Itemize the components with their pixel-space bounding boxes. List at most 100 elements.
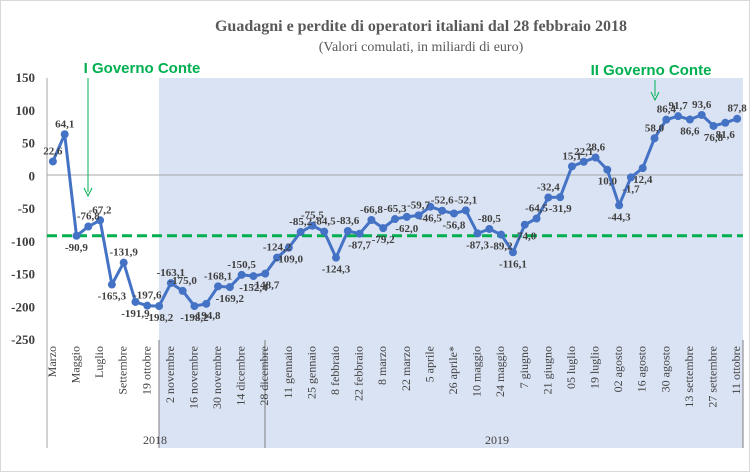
data-label: -87,3 bbox=[466, 239, 489, 251]
data-point bbox=[473, 229, 482, 238]
data-label: -62,0 bbox=[395, 223, 418, 235]
data-label: -169,2 bbox=[216, 293, 245, 305]
data-point bbox=[367, 216, 376, 225]
annotation-arrowhead-first bbox=[83, 187, 93, 198]
data-label: 76,8 bbox=[704, 132, 724, 144]
y-tick-label: -250 bbox=[11, 332, 35, 347]
data-label: -52,6 bbox=[431, 195, 454, 207]
data-label: -65,3 bbox=[384, 203, 407, 215]
x-tick-label: 05 luglio bbox=[564, 346, 578, 389]
data-label: -66,8 bbox=[360, 204, 383, 216]
data-label: -46,5 bbox=[419, 213, 442, 225]
y-tick-label: 50 bbox=[22, 136, 35, 151]
data-point bbox=[449, 209, 458, 218]
data-point bbox=[261, 269, 270, 278]
x-tick-label: 21 giugno bbox=[540, 346, 554, 394]
data-point bbox=[320, 227, 329, 236]
data-label: 64,1 bbox=[55, 118, 74, 130]
data-label: -116,1 bbox=[499, 258, 527, 270]
data-point bbox=[214, 282, 223, 291]
data-point bbox=[143, 301, 152, 310]
data-label: 86,6 bbox=[680, 126, 700, 138]
data-label: -52,1 bbox=[454, 194, 477, 206]
data-label: -175,0 bbox=[168, 275, 197, 287]
data-point bbox=[249, 272, 258, 281]
x-tick-label: Maggio bbox=[68, 346, 82, 383]
data-label: -31,9 bbox=[549, 203, 572, 215]
data-label: 81,6 bbox=[716, 129, 736, 141]
data-label: -67,2 bbox=[89, 204, 112, 216]
data-point bbox=[733, 114, 742, 123]
chart-title: Guadagni e perdite di operatori italiani… bbox=[215, 18, 627, 35]
data-point bbox=[190, 302, 199, 311]
data-label: -165,3 bbox=[98, 291, 127, 303]
data-label: -75,5 bbox=[301, 210, 324, 222]
year-label-2019: 2019 bbox=[485, 433, 509, 447]
x-tick-label: 30 agosto bbox=[658, 346, 672, 392]
x-tick-label: 30 novembre bbox=[210, 346, 224, 409]
data-label: -74,0 bbox=[513, 231, 536, 243]
data-label: -163,1 bbox=[157, 267, 185, 279]
data-label: -80,5 bbox=[478, 213, 501, 225]
data-label: -87,7 bbox=[348, 240, 371, 252]
x-tick-label: 14 dicembre bbox=[234, 346, 248, 406]
x-tick-label: 25 gennaio bbox=[304, 346, 318, 399]
series-group bbox=[48, 110, 742, 311]
data-label: -84,5 bbox=[313, 216, 336, 228]
data-label: -109,0 bbox=[275, 254, 304, 266]
data-point bbox=[685, 115, 694, 124]
data-label: -76,8 bbox=[77, 211, 100, 223]
data-point bbox=[626, 173, 635, 182]
x-tick-label: 11 ottobre bbox=[729, 346, 743, 395]
data-label: -1,7 bbox=[622, 183, 640, 195]
x-tick-label: 13 settembre bbox=[682, 346, 696, 408]
data-label: 10,0 bbox=[598, 176, 618, 188]
data-label: -83,6 bbox=[336, 215, 359, 227]
data-point bbox=[497, 230, 506, 239]
data-point bbox=[273, 253, 282, 262]
data-point bbox=[202, 299, 211, 308]
x-tick-label: Settembre bbox=[116, 346, 130, 395]
data-label: -85,2 bbox=[289, 216, 312, 228]
data-label: 86,4 bbox=[657, 104, 677, 116]
data-point bbox=[638, 164, 647, 173]
x-tick-label: 16 novembre bbox=[186, 346, 200, 409]
data-point bbox=[72, 231, 81, 240]
data-point bbox=[603, 165, 612, 174]
data-point bbox=[697, 110, 706, 119]
data-point bbox=[284, 243, 293, 252]
x-tick-label: 8 febbraio bbox=[328, 346, 342, 395]
data-point bbox=[332, 253, 341, 262]
data-point bbox=[355, 229, 364, 238]
data-point bbox=[308, 221, 317, 230]
x-tick-label: 2 novembre bbox=[163, 346, 177, 403]
data-point bbox=[131, 297, 140, 306]
x-tick-label: 19 ottobre bbox=[139, 346, 153, 395]
x-tick-label: 26 aprile* bbox=[446, 346, 460, 394]
data-point bbox=[650, 134, 659, 143]
data-label: 93,6 bbox=[692, 99, 712, 111]
data-point bbox=[166, 279, 175, 288]
data-label: 58,0 bbox=[645, 122, 665, 134]
data-point bbox=[414, 211, 423, 220]
x-tick-label: 19 luglio bbox=[588, 346, 602, 389]
data-point bbox=[567, 162, 576, 171]
x-axis-ticks: Marzo Maggio Luglio Settembre 19 ottobre 2 no… bbox=[45, 346, 743, 409]
data-point bbox=[662, 115, 671, 124]
y-tick-label: 0 bbox=[29, 168, 36, 183]
data-label: 12,4 bbox=[633, 174, 653, 186]
x-tick-label: 28 dicembre bbox=[257, 346, 271, 406]
x-tick-label: 22 febbraio bbox=[352, 346, 366, 401]
data-point bbox=[591, 153, 600, 162]
data-label: -194,8 bbox=[192, 310, 221, 322]
data-point bbox=[544, 193, 553, 202]
data-point bbox=[438, 206, 447, 215]
data-point bbox=[391, 215, 399, 224]
x-tick-label: 11 gennaio bbox=[281, 346, 295, 399]
data-point bbox=[237, 270, 246, 279]
data-point bbox=[556, 193, 565, 202]
data-label: -89,2 bbox=[490, 241, 513, 253]
x-tick-label: 10 maggio bbox=[470, 346, 484, 397]
data-label: -124,2 bbox=[263, 242, 292, 254]
data-label: -64,5 bbox=[525, 202, 548, 214]
